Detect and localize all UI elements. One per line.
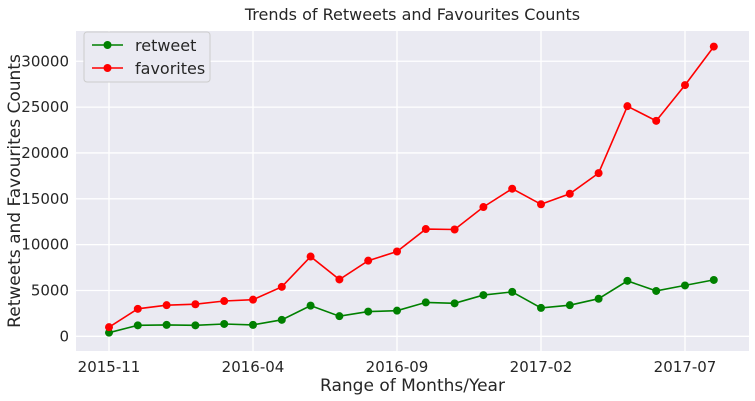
data-point-retweet (594, 294, 603, 303)
data-point-favorites (277, 282, 286, 291)
data-point-retweet (162, 320, 171, 329)
data-point-favorites (133, 304, 142, 313)
data-point-favorites (335, 275, 344, 284)
y-tick-label: 30000 (21, 52, 69, 70)
data-point-favorites (306, 252, 315, 261)
x-tick-label: 2017-07 (654, 358, 717, 376)
data-point-favorites (421, 225, 430, 234)
y-tick-label: 10000 (21, 236, 69, 254)
data-point-retweet (479, 291, 488, 300)
data-point-favorites (537, 200, 545, 209)
y-tick-label: 0 (59, 327, 69, 345)
legend-marker-retweet (103, 41, 112, 49)
data-point-favorites (652, 116, 661, 125)
data-point-favorites (393, 247, 401, 256)
legend-label-favorites: favorites (135, 59, 205, 78)
data-point-retweet (537, 303, 545, 312)
data-point-retweet (191, 321, 200, 330)
data-point-retweet (681, 281, 689, 290)
y-tick-label: 5000 (31, 281, 69, 299)
data-point-favorites (479, 203, 488, 212)
data-point-retweet (623, 276, 632, 285)
data-point-retweet (277, 315, 286, 324)
data-point-retweet (565, 301, 574, 310)
data-point-favorites (594, 169, 603, 178)
x-tick-label: 2016-09 (366, 358, 429, 376)
grid (76, 31, 749, 351)
series-line-favorites (108, 46, 715, 328)
series-line-retweet (108, 279, 714, 334)
data-point-retweet (508, 287, 517, 296)
data-point-favorites (105, 323, 113, 332)
data-point-retweet (421, 298, 430, 307)
y-axis-label: Retweets and Favourites Counts (5, 54, 25, 328)
data-point-retweet (220, 319, 229, 328)
data-point-retweet (249, 320, 257, 329)
data-point-retweet (364, 307, 373, 316)
data-point-retweet (652, 286, 661, 295)
data-point-favorites (508, 184, 517, 193)
data-point-favorites (565, 189, 574, 198)
data-point-favorites (191, 300, 200, 309)
data-point-retweet (105, 328, 113, 337)
series-points (105, 42, 718, 337)
y-tick-label: 25000 (21, 98, 69, 116)
data-point-retweet (393, 306, 401, 315)
series-lines (108, 46, 715, 334)
tick-labels: 0 5000 10000 15000 20000 25000 30000 2015-11 201… (21, 52, 716, 376)
data-point-retweet (306, 301, 315, 310)
data-point-favorites (681, 81, 689, 90)
data-point-favorites (220, 297, 229, 306)
data-point-favorites (364, 256, 373, 265)
data-point-favorites (450, 225, 459, 234)
data-point-retweet (450, 299, 459, 308)
data-point-favorites (623, 102, 632, 111)
legend-marker-favorites (103, 64, 112, 72)
x-tick-label: 2016-04 (222, 358, 285, 376)
legend: retweet favorites (83, 31, 211, 83)
data-point-retweet (335, 312, 344, 321)
y-tick-label: 20000 (21, 144, 69, 162)
x-tick-label: 2017-02 (510, 358, 573, 376)
y-tick-label: 15000 (21, 190, 69, 208)
data-point-retweet (133, 321, 142, 330)
x-axis-label: Range of Months/Year (320, 376, 505, 396)
data-point-favorites (162, 301, 171, 310)
chart-title: Trends of Retweets and Favourites Counts (244, 5, 580, 24)
data-point-retweet (709, 275, 718, 284)
data-point-favorites (709, 42, 718, 51)
data-point-favorites (249, 295, 257, 304)
legend-label-retweet: retweet (135, 36, 196, 55)
x-tick-label: 2015-11 (78, 358, 141, 376)
plot-area (76, 31, 749, 351)
